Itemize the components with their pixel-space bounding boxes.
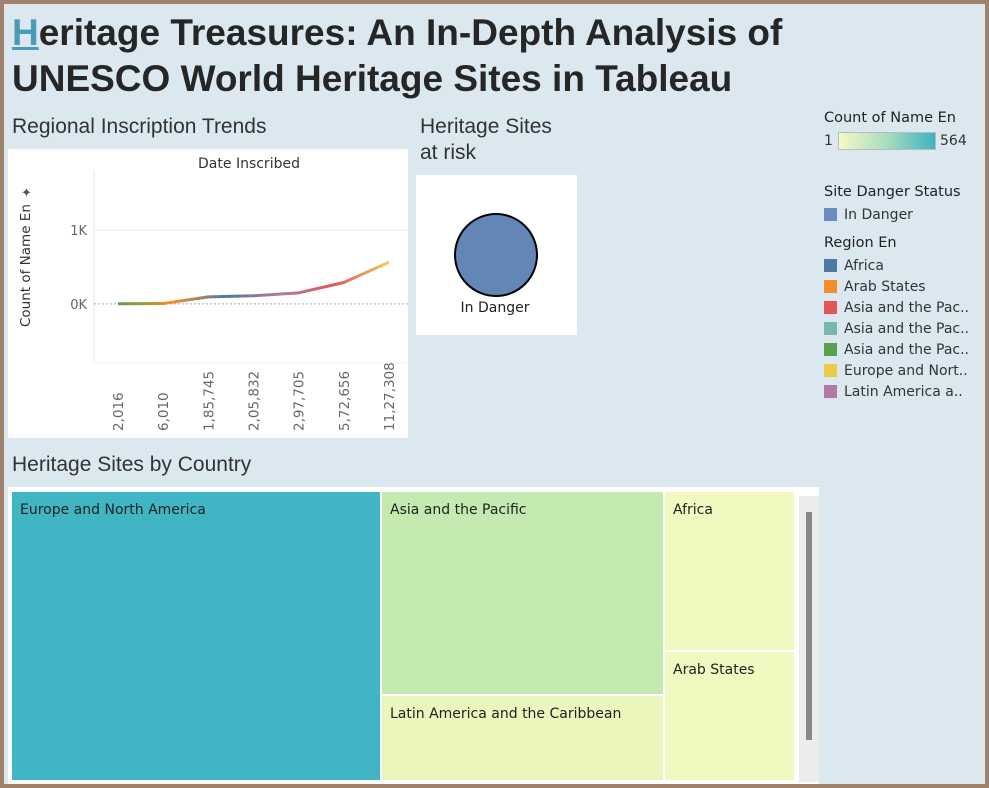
line-chart[interactable]: Date Inscribed Count of Name En ✦ 0K 1K 2… xyxy=(8,149,412,438)
data-point[interactable] xyxy=(388,261,391,264)
x-tick-label: 11,27,308 xyxy=(382,362,398,431)
legend-label: Latin America a.. xyxy=(844,383,963,400)
legend-swatch xyxy=(824,301,837,314)
legend-item-in-danger[interactable]: In Danger xyxy=(824,204,989,225)
legend-label: Asia and the Pac.. xyxy=(844,320,969,337)
count-legend-max: 564 xyxy=(940,133,967,149)
legend-item-region[interactable]: Asia and the Pac.. xyxy=(824,297,989,318)
legend-label: Africa xyxy=(844,257,884,274)
pin-icon[interactable]: ✦ xyxy=(21,186,32,201)
data-point[interactable] xyxy=(117,302,120,305)
danger-panel[interactable]: In Danger xyxy=(416,175,577,335)
count-legend-min: 1 xyxy=(824,133,833,149)
x-tick-label: 2,016 xyxy=(111,392,127,431)
treemap-panel[interactable]: Europe and North America Asia and the Pa… xyxy=(8,487,819,784)
legend-label: Arab States xyxy=(844,278,926,295)
legend-item-region[interactable]: Latin America a.. xyxy=(824,381,989,402)
series-layer xyxy=(117,260,391,306)
y-tick-label: 1K xyxy=(70,224,87,239)
treemap-cell-label: Asia and the Pacific xyxy=(390,502,527,518)
danger-title-line2: at risk xyxy=(420,141,477,164)
data-point[interactable] xyxy=(162,302,165,305)
in-danger-label: In Danger xyxy=(461,300,530,316)
legend-label: Europe and Nort.. xyxy=(844,362,968,379)
scrollbar-thumb[interactable] xyxy=(806,512,812,740)
legend-swatch xyxy=(824,280,837,293)
legend-swatch xyxy=(824,259,837,272)
x-tick-label: 6,010 xyxy=(156,392,172,431)
x-tick-label: 2,97,705 xyxy=(292,371,308,431)
treemap-cell-arab-states[interactable]: Arab States xyxy=(665,652,796,782)
title-first-letter: H xyxy=(12,12,39,53)
x-tick-label: 2,05,832 xyxy=(247,371,263,431)
dashboard-title: Heritage Treasures: An In-Depth Analysis… xyxy=(12,10,892,102)
line-chart-panel[interactable]: Date Inscribed Count of Name En ✦ 0K 1K 2… xyxy=(8,149,412,438)
title-line1: eritage Treasures: An In-Depth Analysis … xyxy=(38,12,783,53)
legend-item-region[interactable]: Asia and the Pac.. xyxy=(824,318,989,339)
danger-legend-title: Site Danger Status xyxy=(824,184,961,200)
line-chart-title: Regional Inscription Trends xyxy=(12,115,267,138)
legend-label: Asia and the Pac.. xyxy=(844,341,969,358)
data-point[interactable] xyxy=(252,294,255,297)
treemap-cell-asia-pacific[interactable]: Asia and the Pacific xyxy=(382,492,665,696)
region-legend-title: Region En xyxy=(824,235,897,251)
treemap-cell-europe-north-america[interactable]: Europe and North America xyxy=(12,492,382,782)
x-tick-label: 5,72,656 xyxy=(337,371,353,431)
legend-item-region[interactable]: Arab States xyxy=(824,276,989,297)
legend-swatch xyxy=(824,208,837,221)
chart-header-date-inscribed: Date Inscribed xyxy=(198,156,300,172)
x-tick-label: 1,85,745 xyxy=(201,371,217,431)
legend-item-region[interactable]: Asia and the Pac.. xyxy=(824,339,989,360)
data-point[interactable] xyxy=(207,295,210,298)
data-point[interactable] xyxy=(297,291,300,294)
title-line2: UNESCO World Heritage Sites in Tableau xyxy=(12,58,733,99)
x-tick-layer: 2,016 6,010 1,85,745 2,05,832 2,97,705 5,72,6… xyxy=(111,362,398,431)
legend-item-region[interactable]: Europe and Nort.. xyxy=(824,360,989,381)
legend-label: In Danger xyxy=(844,206,913,223)
treemap-cell-label: Latin America and the Caribbean xyxy=(390,706,622,722)
y-axis-label: Count of Name En xyxy=(18,204,34,327)
in-danger-circle[interactable] xyxy=(454,213,538,297)
grid-layer: 0K 1K xyxy=(70,171,412,364)
legend-swatch xyxy=(824,343,837,356)
danger-title-line1: Heritage Sites xyxy=(420,115,552,138)
legend-label: Asia and the Pac.. xyxy=(844,299,969,316)
treemap-cell-africa[interactable]: Africa xyxy=(665,492,796,652)
treemap-cell-label: Europe and North America xyxy=(20,502,206,518)
region-legend[interactable]: Region En Africa Arab States Asia and the … xyxy=(824,235,989,402)
series-line[interactable] xyxy=(117,260,390,306)
treemap-title: Heritage Sites by Country xyxy=(12,453,252,476)
count-legend-title: Count of Name En xyxy=(824,110,956,126)
legend-swatch xyxy=(824,385,837,398)
legend-swatch xyxy=(824,322,837,335)
treemap-cell-latin-america-caribbean[interactable]: Latin America and the Caribbean xyxy=(382,696,665,782)
data-point[interactable] xyxy=(342,281,345,284)
legend-item-region[interactable]: Africa xyxy=(824,255,989,276)
legend-swatch xyxy=(824,364,837,377)
treemap-cell-label: Africa xyxy=(673,502,713,518)
treemap-scrollbar[interactable] xyxy=(799,496,819,782)
danger-legend[interactable]: Site Danger Status In Danger xyxy=(824,184,989,225)
treemap-cell-label: Arab States xyxy=(673,662,755,678)
y-tick-label: 0K xyxy=(70,298,87,313)
count-legend[interactable]: Count of Name En 1 564 xyxy=(824,110,984,152)
count-color-ramp xyxy=(838,132,936,150)
